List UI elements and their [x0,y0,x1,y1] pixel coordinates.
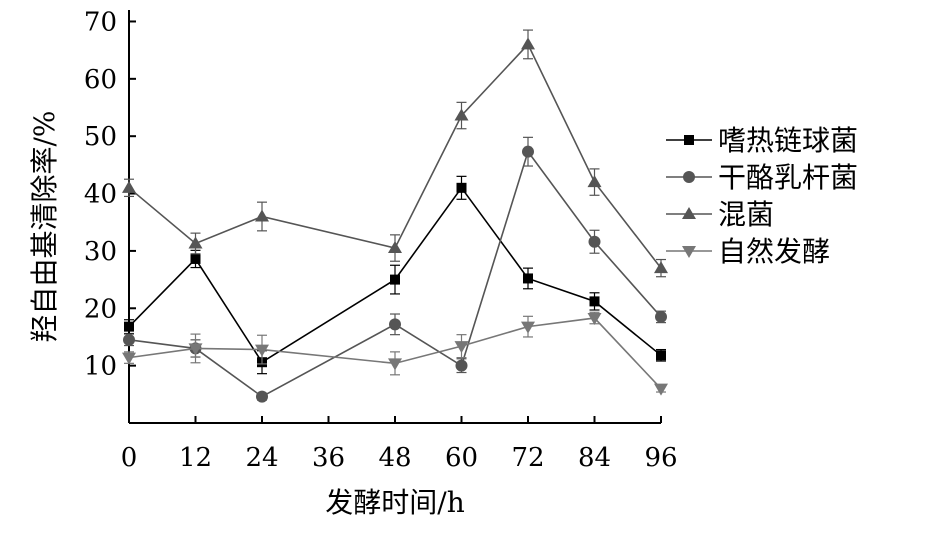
data-point [654,383,668,396]
data-point [455,359,468,372]
data-point [188,343,203,356]
y-tick-label: 40 [84,180,117,210]
data-point [588,235,601,248]
x-tick-label: 60 [445,443,478,473]
y-tick-label: 60 [84,65,117,95]
data-point [523,273,533,284]
data-point [122,352,136,365]
series-1 [124,175,666,375]
series-line [128,186,662,364]
legend-marker [682,246,696,258]
data-point [521,321,535,334]
legend-item: 嗜热链球菌 [666,124,858,157]
data-point [190,253,201,264]
data-point [124,321,134,332]
data-point [454,341,469,354]
data-point [255,209,269,222]
y-tick-label: 10 [84,352,117,382]
y-axis-label: 羟自由基清除率/% [28,110,61,342]
data-point [521,37,535,50]
data-point [456,182,467,193]
x-tick-label: 96 [644,443,677,473]
data-point [656,350,666,361]
legend-label: 自然发酵 [718,235,830,268]
x-tick-label: 48 [378,443,411,473]
data-point [454,108,469,121]
data-point [123,333,135,346]
legend-label: 干酪乳杆菌 [718,161,858,194]
y-tick-label: 50 [84,122,117,152]
legend-item: 混菌 [666,198,774,231]
data-point [255,344,269,357]
series-line [128,43,662,269]
data-point [390,274,400,285]
series-line [128,317,662,390]
series-layer [122,29,668,403]
data-point [122,180,136,193]
y-tick-label: 20 [84,294,117,324]
y-axis-ticks: 10 20 30 40 50 60 70 [84,7,136,382]
data-point [589,296,600,307]
legend-item: 自然发酵 [666,235,830,268]
y-tick-label: 70 [84,7,117,37]
x-tick-label: 0 [121,443,138,473]
legend-marker [683,171,695,183]
legend-item: 干酪乳杆菌 [666,161,858,194]
legend-marker [684,135,694,145]
data-point [388,358,402,371]
x-tick-label: 24 [245,443,278,473]
data-point [188,236,203,249]
y-tick-label: 30 [84,237,117,267]
data-point [587,175,602,188]
data-point [522,145,534,158]
legend-label: 混菌 [718,198,774,231]
data-point [654,261,668,274]
x-tick-label: 84 [578,443,611,473]
x-axis-ticks: 0 12 24 36 48 60 72 84 96 [121,416,678,473]
series-line [128,149,662,398]
data-point [256,390,268,403]
x-tick-label: 36 [312,443,345,473]
legend-marker [682,207,696,219]
series-3 [122,29,668,278]
data-point [389,318,401,331]
x-axis-label: 发酵时间/h [325,486,464,519]
data-point [587,313,602,326]
data-point [388,241,402,254]
legend-label: 嗜热链球菌 [718,124,858,157]
series-4 [122,311,668,396]
data-point [655,310,667,323]
x-tick-label: 72 [511,443,544,473]
x-tick-label: 12 [179,443,212,473]
